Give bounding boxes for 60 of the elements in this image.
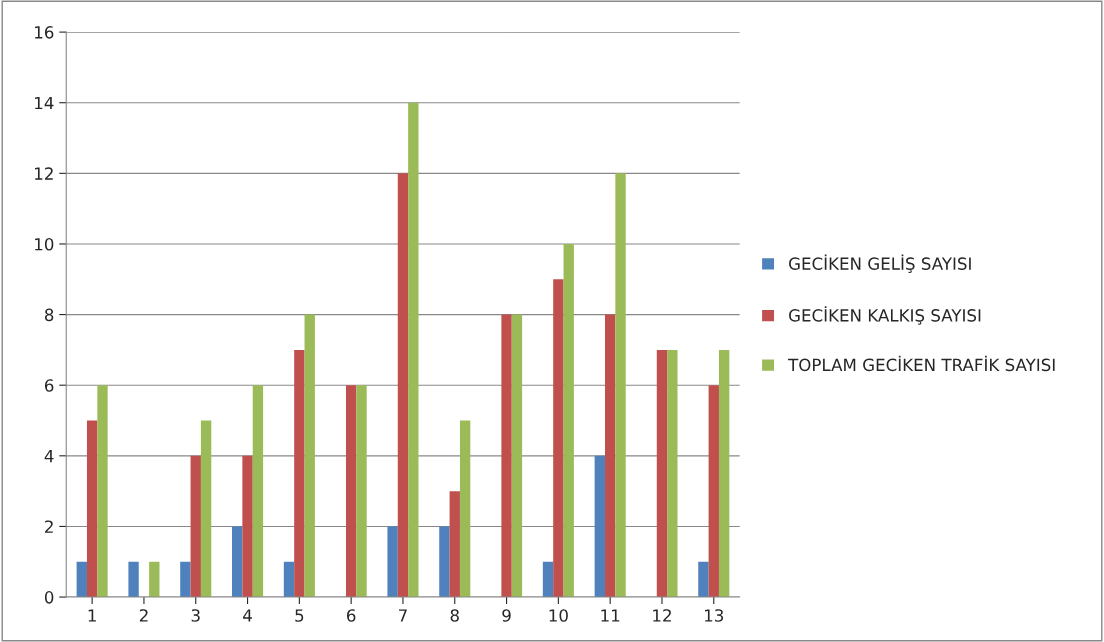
legend-label: GECİKEN KALKIŞ SAYISI — [789, 306, 981, 325]
x-tick-label: 12 — [653, 609, 671, 622]
bar — [97, 385, 108, 598]
y-tick-label: 8 — [44, 308, 54, 322]
x-tick-label: 1 — [88, 609, 96, 622]
bar — [76, 561, 87, 598]
legend-label: GECİKEN GELİŞ SAYISI — [789, 254, 971, 273]
bar — [501, 314, 512, 598]
bar — [149, 561, 160, 598]
bar — [304, 314, 315, 598]
y-tick-label: 10 — [35, 237, 54, 251]
bar — [408, 102, 419, 598]
bar — [345, 385, 357, 598]
bar — [604, 314, 616, 598]
bar — [190, 455, 201, 598]
bar — [86, 420, 98, 598]
bar — [563, 243, 574, 598]
bar — [180, 561, 191, 598]
x-tick-label: 8 — [450, 609, 459, 622]
y-tick-label: 2 — [45, 520, 53, 533]
bar — [718, 349, 730, 598]
bar — [449, 491, 460, 598]
bar — [387, 526, 398, 598]
x-tick-label: 9 — [502, 609, 511, 622]
x-tick-label: 3 — [191, 609, 200, 622]
bar — [397, 173, 409, 598]
bar — [356, 385, 367, 598]
bar — [283, 561, 295, 598]
bar — [656, 349, 668, 598]
bar — [511, 314, 523, 598]
bar — [615, 173, 626, 598]
x-tick-label: 7 — [399, 609, 407, 622]
bar — [200, 420, 212, 598]
bar — [232, 526, 243, 598]
bar — [542, 561, 554, 598]
x-tick-label: 10 — [549, 609, 568, 622]
y-tick-label: 16 — [35, 26, 54, 39]
y-tick-label: 4 — [44, 450, 54, 463]
bar — [252, 385, 264, 598]
x-tick-label: 13 — [705, 609, 724, 622]
bar — [667, 349, 678, 598]
y-tick-label: 12 — [35, 167, 53, 180]
x-tick-label: 11 — [601, 609, 620, 622]
bar — [708, 385, 719, 598]
y-tick-label: 14 — [35, 96, 54, 110]
bar — [459, 420, 471, 598]
y-tick-label: 6 — [44, 379, 54, 392]
bar — [242, 455, 253, 598]
x-tick-label: 2 — [139, 609, 148, 622]
bar — [439, 526, 450, 598]
x-tick-label: 6 — [347, 609, 356, 622]
y-tick-label: 0 — [44, 591, 54, 604]
x-tick-label: 5 — [295, 609, 304, 622]
legend-label: TOPLAM GECİKEN TRAFİK SAYISI — [788, 355, 1055, 372]
bar — [698, 561, 709, 598]
bar — [128, 561, 139, 598]
bar — [594, 455, 605, 598]
bar — [553, 279, 564, 598]
bar — [294, 349, 305, 598]
x-tick-label: 4 — [243, 609, 252, 622]
